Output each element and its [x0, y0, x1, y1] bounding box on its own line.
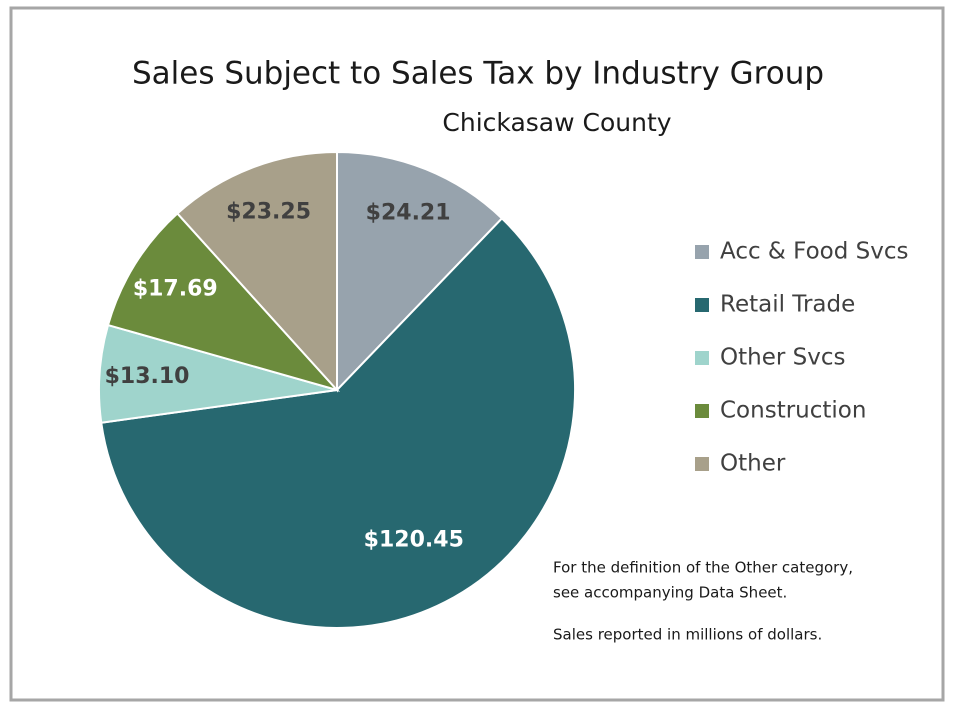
pie-slice: [336, 150, 504, 393]
data-label: $17.69: [133, 277, 218, 302]
data-label: $120.45: [364, 528, 464, 553]
pie-slice: [100, 216, 577, 629]
legend-label: Retail Trade: [720, 292, 855, 318]
legend-label: Acc & Food Svcs: [720, 239, 908, 265]
legend-swatch: [695, 298, 709, 312]
note: Sales reported in millions of dollars.: [553, 626, 822, 644]
legend-swatch: [695, 457, 709, 471]
legend-label: Other Svcs: [720, 345, 845, 371]
data-label: $24.21: [366, 200, 451, 225]
chart-title: Sales Subject to Sales Tax by Industry G…: [132, 56, 824, 92]
legend-swatch: [695, 404, 709, 418]
note: For the definition of the Other category…: [553, 559, 853, 577]
legend-swatch: [695, 351, 709, 365]
legend-label: Construction: [720, 398, 866, 424]
legend-label: Other: [720, 451, 786, 477]
legend-swatch: [695, 245, 709, 259]
pie-slice: [175, 150, 338, 393]
data-label: $23.25: [226, 199, 311, 224]
chart-subtitle: Chickasaw County: [442, 108, 671, 137]
pie-slice: [106, 212, 341, 392]
note: see accompanying Data Sheet.: [553, 584, 787, 602]
data-label: $13.10: [105, 364, 190, 389]
